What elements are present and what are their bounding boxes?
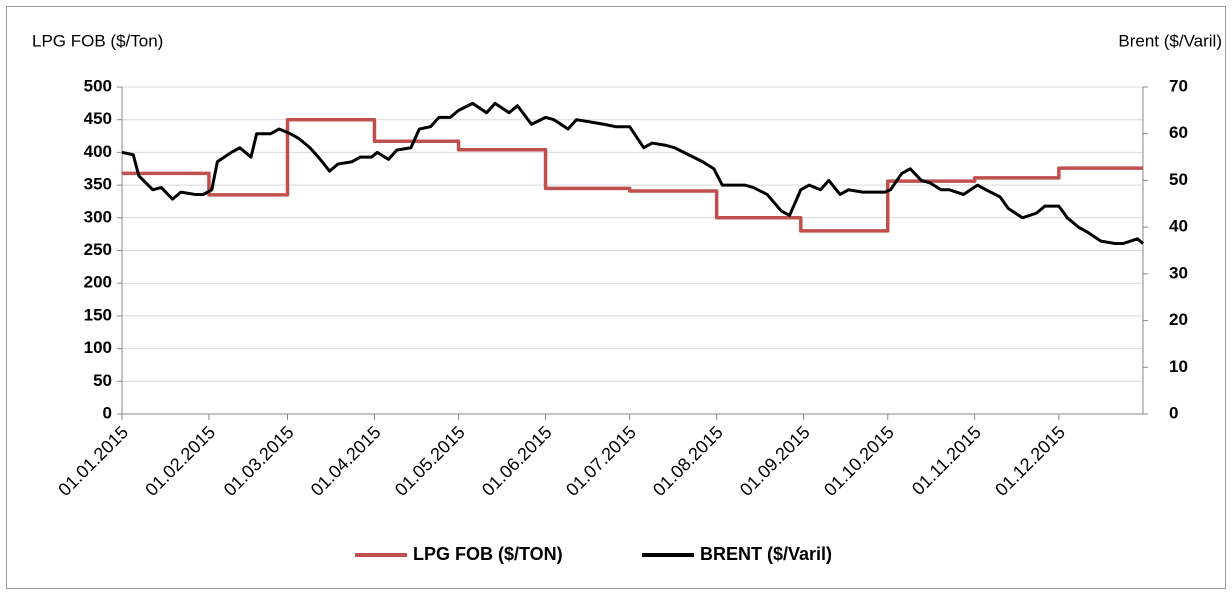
y2-tick-label: 40 (1169, 217, 1188, 236)
y-tick-label: 400 (84, 142, 112, 161)
x-tick-label: 01.10.2015 (820, 422, 898, 500)
y-tick-label: 200 (84, 273, 112, 292)
y-tick-label: 350 (84, 175, 112, 194)
x-tick-label: 01.07.2015 (562, 422, 640, 500)
y2-tick-label: 30 (1169, 263, 1188, 282)
y-tick-label: 100 (84, 338, 112, 357)
x-tick-label: 01.01.2015 (54, 422, 132, 500)
y2-tick-label: 60 (1169, 123, 1188, 142)
y-tick-label: 450 (84, 109, 112, 128)
y-tick-label: 0 (103, 403, 112, 422)
x-tick-label: 01.11.2015 (908, 422, 985, 499)
x-tick-label: 01.05.2015 (391, 422, 469, 500)
x-tick-label: 01.12.2015 (991, 422, 1069, 500)
x-tick-label: 01.09.2015 (736, 422, 814, 500)
y2-tick-label: 10 (1169, 357, 1188, 376)
y-axis-title: LPG FOB ($/Ton) (32, 31, 163, 50)
legend-label: BRENT ($/Varil) (700, 544, 832, 564)
legend-label: LPG FOB ($/TON) (413, 544, 563, 564)
x-tick-label: 01.02.2015 (141, 422, 219, 500)
chart-border (6, 6, 1226, 589)
y-tick-label: 250 (84, 240, 112, 259)
y-tick-label: 50 (93, 371, 112, 390)
y2-tick-label: 50 (1169, 170, 1188, 189)
line-series (122, 117, 1143, 233)
x-tick-label: 01.08.2015 (649, 422, 727, 500)
y2-tick-label: 70 (1169, 76, 1188, 95)
y2-axis-title: Brent ($/Varil) (1118, 31, 1222, 50)
y2-tick-label: 20 (1169, 310, 1188, 329)
line-series (121, 101, 1144, 245)
x-tick-label: 01.03.2015 (220, 422, 298, 500)
y2-tick-label: 0 (1169, 403, 1178, 422)
y-tick-label: 500 (84, 76, 112, 95)
y-tick-label: 150 (84, 305, 112, 324)
x-tick-label: 01.06.2015 (478, 422, 556, 500)
x-tick-label: 01.04.2015 (307, 422, 385, 500)
y-tick-label: 300 (84, 207, 112, 226)
